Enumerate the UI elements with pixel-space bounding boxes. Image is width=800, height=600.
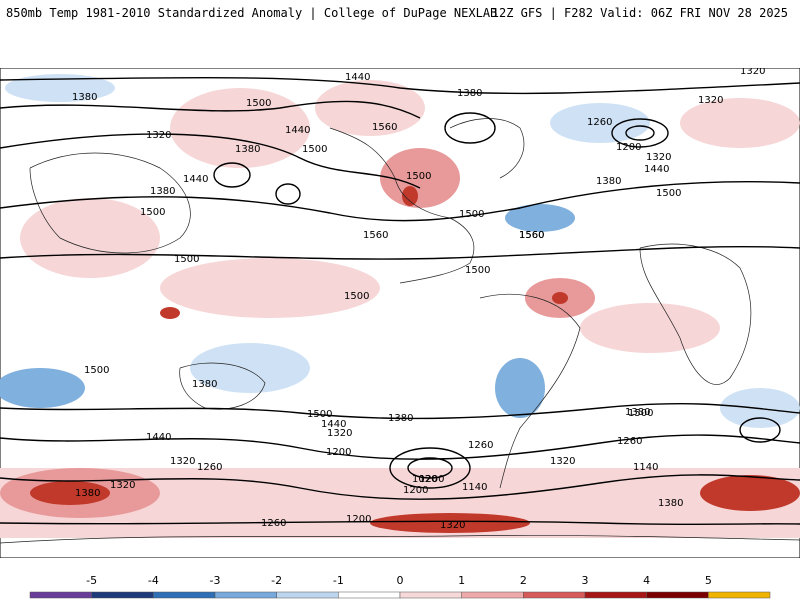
contour-label: 1380 xyxy=(457,88,482,99)
colorbar-tick-label: -1 xyxy=(333,574,344,587)
contour-label: 1200 xyxy=(419,474,444,485)
colorbar-swatch xyxy=(523,591,586,599)
contour-label: 1020 xyxy=(412,474,437,485)
contour-label: 1380 xyxy=(75,488,100,499)
contour-label: 1140 xyxy=(462,482,487,493)
contour-labels: 1440 1320 1380 1500 1440 1380 1320 1500 … xyxy=(72,68,765,531)
contour-label: 1260 xyxy=(468,440,493,451)
contour-label: 1560 xyxy=(519,230,544,241)
contour-label: 1320 xyxy=(698,95,723,106)
colorbar-tick-label: 3 xyxy=(582,574,589,587)
contour-label: 1260 xyxy=(261,518,286,529)
contour-label: 1260 xyxy=(587,117,612,128)
colorbar-tick-label: 1 xyxy=(458,574,465,587)
colorbar-swatch xyxy=(91,591,154,599)
contour-label: 1380 xyxy=(72,92,97,103)
contour-label: 1320 xyxy=(646,152,671,163)
contour-label: 1320 xyxy=(146,130,171,141)
contour-label: 1380 xyxy=(192,379,217,390)
contour-label: 1200 xyxy=(346,514,371,525)
colorbar-swatch xyxy=(338,591,401,599)
contour-label: 1500 xyxy=(174,254,199,265)
colorbar-swatch xyxy=(461,591,524,599)
contour-label: 1500 xyxy=(302,144,327,155)
colorbar-tick-label: -3 xyxy=(210,574,221,587)
contour-label: 1440 xyxy=(285,125,310,136)
contour-label: 1440 xyxy=(321,419,346,430)
colorbar-swatch xyxy=(153,591,216,599)
contour-label: 1260 xyxy=(197,462,222,473)
colorbar-tick-label: 5 xyxy=(705,574,712,587)
contour-label: 1560 xyxy=(363,230,388,241)
anomaly-map: 1440 1320 1380 1500 1440 1380 1320 1500 … xyxy=(0,68,800,558)
contour-label: 1440 xyxy=(644,164,669,175)
contour-label: 1320 xyxy=(170,456,195,467)
colorbar-swatch xyxy=(276,591,339,599)
colorbar-tick-label: 0 xyxy=(397,574,404,587)
anomaly-shading xyxy=(0,74,800,538)
contour-label: 1320 xyxy=(110,480,135,491)
contour-label: 1200 xyxy=(403,485,428,496)
colorbar-swatch xyxy=(708,591,771,599)
contour-label: 1200 xyxy=(616,142,641,153)
contour-label: 1500 xyxy=(246,98,271,109)
run-valid-time: 12Z GFS | F282 Valid: 06Z FRI NOV 28 202… xyxy=(491,6,788,20)
contour-label: 1320 xyxy=(327,428,352,439)
contour-label: 1380 xyxy=(596,176,621,187)
contour-label: 1500 xyxy=(406,171,431,182)
anomaly-colorbar: -5 -4 -3 -2 -1 0 1 2 3 4 5 xyxy=(29,574,771,599)
contour-label: 1380 xyxy=(388,413,413,424)
contour-label: 1380 xyxy=(150,186,175,197)
contour-label: 1500 xyxy=(140,207,165,218)
colorbar-swatch xyxy=(399,591,462,599)
contour-label: 1320 xyxy=(440,520,465,531)
colorbar-swatch xyxy=(646,591,709,599)
contour-label: 1500 xyxy=(465,265,490,276)
contour-label: 1500 xyxy=(84,365,109,376)
contour-label: 1440 xyxy=(345,72,370,83)
contour-label: 1440 xyxy=(183,174,208,185)
colorbar-ticks: -5 -4 -3 -2 -1 0 1 2 3 4 5 xyxy=(86,574,712,587)
contour-label: 1200 xyxy=(326,447,351,458)
contour-label: 1500 xyxy=(656,188,681,199)
colorbar-swatch xyxy=(29,591,92,599)
contour-label: 1560 xyxy=(519,230,544,241)
contour-label: 1260 xyxy=(617,436,642,447)
contour-label: 1500 xyxy=(459,209,484,220)
colorbar-tick-label: -2 xyxy=(271,574,282,587)
colorbar-swatch xyxy=(584,591,647,599)
contour-label: 1320 xyxy=(550,456,575,467)
colorbar-tick-label: 2 xyxy=(520,574,527,587)
contour-label: 1500 xyxy=(344,291,369,302)
coastlines xyxy=(0,118,800,544)
colorbar-swatch xyxy=(214,591,277,599)
contour-label: 1140 xyxy=(633,462,658,473)
contour-label: 1380 xyxy=(658,498,683,509)
height-contours xyxy=(0,76,800,526)
map-title: 850mb Temp 1981-2010 Standardized Anomal… xyxy=(6,6,498,20)
contour-label: 1320 xyxy=(740,68,765,77)
contour-label: 1500 xyxy=(628,408,653,419)
colorbar-tick-label: -4 xyxy=(148,574,159,587)
colorbar-tick-label: -5 xyxy=(86,574,97,587)
contour-label: 1380 xyxy=(235,144,260,155)
contour-label: 1560 xyxy=(372,122,397,133)
contour-label: 1380 xyxy=(625,407,650,418)
contour-label: 1440 xyxy=(146,432,171,443)
colorbar-tick-label: 4 xyxy=(643,574,650,587)
colorbar-swatches xyxy=(29,591,771,599)
contour-label: 1500 xyxy=(307,409,332,420)
